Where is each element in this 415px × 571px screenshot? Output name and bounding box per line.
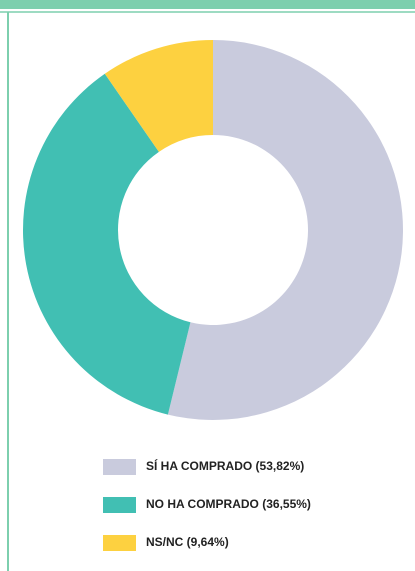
legend-label: NO HA COMPRADO (36,55%) (146, 497, 311, 511)
legend-label: SÍ HA COMPRADO (53,82%) (146, 458, 304, 473)
legend-swatch (103, 497, 136, 513)
donut-segment (104, 39, 213, 152)
legend-label: NS/NC (9,64%) (146, 535, 229, 549)
donut-segment (167, 40, 404, 421)
legend-swatch (103, 459, 136, 475)
donut-segment (23, 73, 191, 415)
top-bar (0, 0, 415, 9)
legend-swatch (103, 535, 136, 551)
